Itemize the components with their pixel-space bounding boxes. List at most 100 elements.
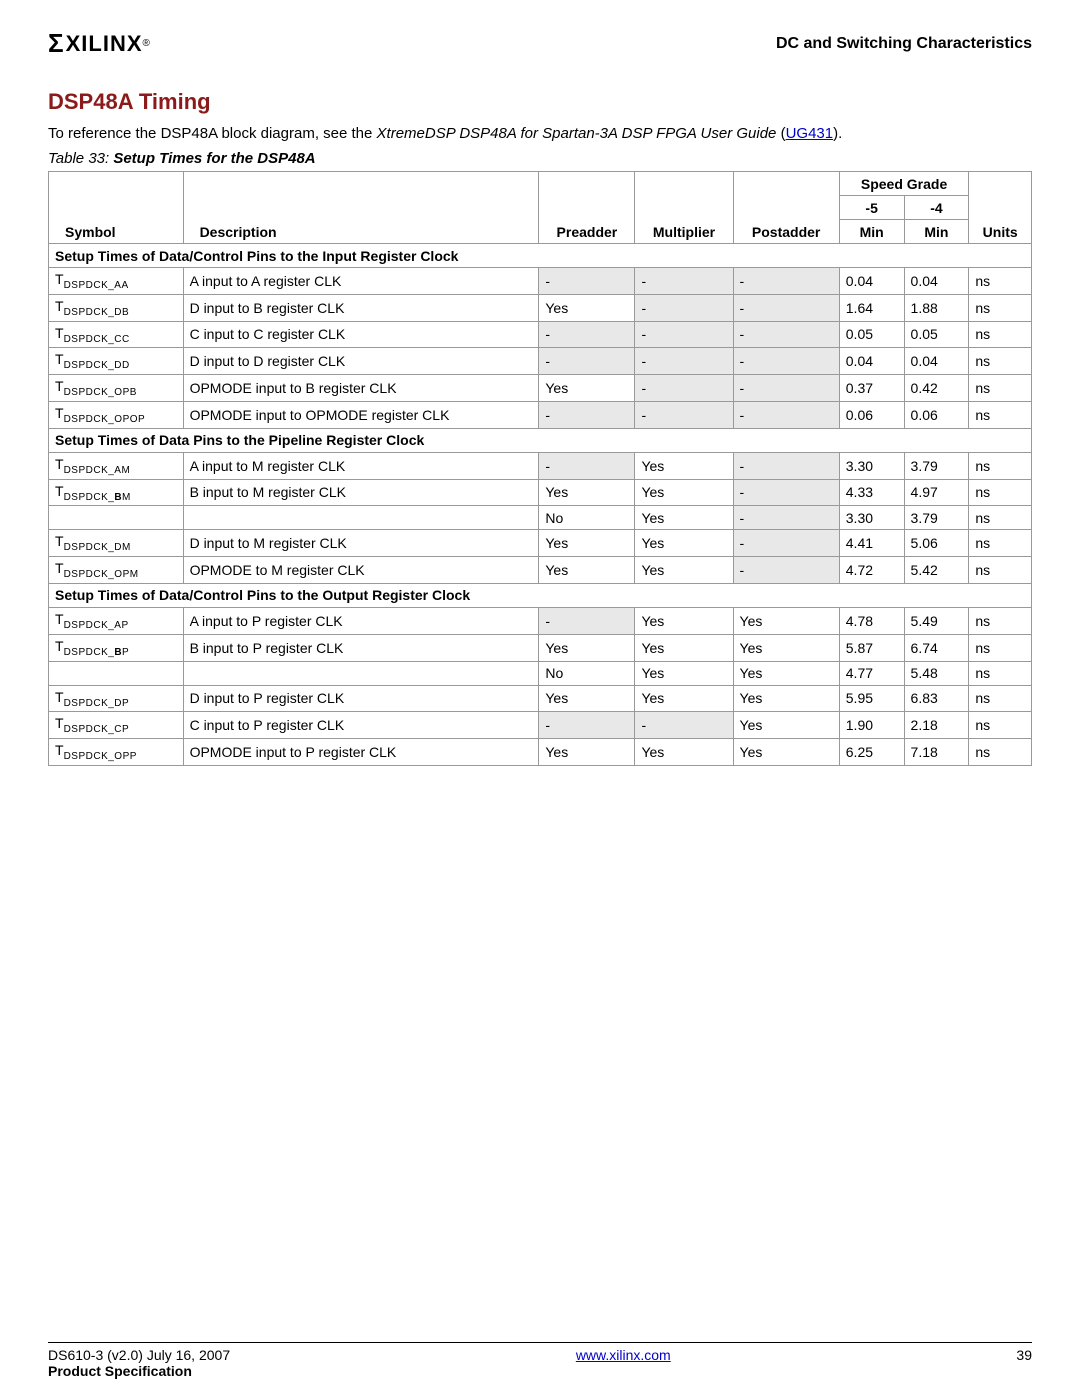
preadder-cell: No [539, 661, 635, 685]
postadder-cell: - [733, 401, 839, 428]
min5-cell: 3.30 [839, 506, 904, 530]
col-preadder: Preadder [539, 172, 635, 244]
section-row-label: Setup Times of Data/Control Pins to the … [49, 583, 1032, 607]
timing-table: Symbol Description Preadder Multiplier P… [48, 171, 1032, 766]
multiplier-cell: - [635, 348, 733, 375]
desc-cell: C input to C register CLK [183, 321, 539, 348]
min4-cell: 7.18 [904, 739, 969, 766]
multiplier-cell: Yes [635, 479, 733, 506]
col-description: Description [183, 172, 539, 244]
symbol-cell: TDSPDCK_DP [49, 685, 184, 712]
min4-cell: 5.48 [904, 661, 969, 685]
table-row: TDSPDCK_OPOPOPMODE input to OPMODE regis… [49, 401, 1032, 428]
min4-cell: 2.18 [904, 712, 969, 739]
postadder-cell: - [733, 348, 839, 375]
multiplier-cell: - [635, 401, 733, 428]
desc-cell: OPMODE input to P register CLK [183, 739, 539, 766]
multiplier-cell: Yes [635, 685, 733, 712]
desc-cell: D input to D register CLK [183, 348, 539, 375]
section-row-label: Setup Times of Data/Control Pins to the … [49, 244, 1032, 268]
table-row: TDSPDCK_CPC input to P register CLK--Yes… [49, 712, 1032, 739]
min4-cell: 0.04 [904, 348, 969, 375]
preadder-cell: Yes [539, 685, 635, 712]
footer-spec: Product Specification [48, 1363, 192, 1379]
table-row: NoYes-3.303.79ns [49, 506, 1032, 530]
symbol-cell: TDSPDCK_AP [49, 607, 184, 634]
min4-cell: 3.79 [904, 452, 969, 479]
min4-cell: 4.97 [904, 479, 969, 506]
multiplier-cell: - [635, 375, 733, 402]
postadder-cell: - [733, 321, 839, 348]
units-cell: ns [969, 452, 1032, 479]
min5-cell: 4.78 [839, 607, 904, 634]
table-row: TDSPDCK_BMB input to M register CLKYesYe… [49, 479, 1032, 506]
preadder-cell: Yes [539, 375, 635, 402]
multiplier-cell: Yes [635, 634, 733, 661]
min5-cell: 5.87 [839, 634, 904, 661]
desc-cell: D input to P register CLK [183, 685, 539, 712]
symbol-cell [49, 661, 184, 685]
desc-cell: B input to P register CLK [183, 634, 539, 661]
col-grade-4: -4 [904, 196, 969, 220]
min5-cell: 1.90 [839, 712, 904, 739]
table-row: TDSPDCK_AMA input to M register CLK-Yes-… [49, 452, 1032, 479]
desc-cell: OPMODE input to OPMODE register CLK [183, 401, 539, 428]
units-cell: ns [969, 506, 1032, 530]
units-cell: ns [969, 607, 1032, 634]
logo: Σ XILINX ® [48, 28, 150, 59]
postadder-cell: - [733, 479, 839, 506]
symbol-cell: TDSPDCK_AA [49, 268, 184, 295]
desc-cell [183, 661, 539, 685]
footer-doc-id: DS610-3 (v2.0) July 16, 2007 [48, 1347, 230, 1363]
multiplier-cell: Yes [635, 506, 733, 530]
units-cell: ns [969, 375, 1032, 402]
symbol-cell: TDSPDCK_OPB [49, 375, 184, 402]
desc-cell: D input to B register CLK [183, 294, 539, 321]
section-row: Setup Times of Data/Control Pins to the … [49, 244, 1032, 268]
desc-cell: C input to P register CLK [183, 712, 539, 739]
col-symbol: Symbol [49, 172, 184, 244]
preadder-cell: Yes [539, 557, 635, 584]
preadder-cell: Yes [539, 634, 635, 661]
col-grade-5: -5 [839, 196, 904, 220]
min5-cell: 0.06 [839, 401, 904, 428]
table-body: Setup Times of Data/Control Pins to the … [49, 244, 1032, 766]
min5-cell: 0.04 [839, 268, 904, 295]
min5-cell: 0.37 [839, 375, 904, 402]
intro-link[interactable]: UG431 [786, 125, 834, 142]
table-title: Setup Times for the DSP48A [109, 150, 315, 167]
intro-paren-open: ( [776, 125, 785, 142]
page-header: Σ XILINX ® DC and Switching Characterist… [48, 28, 1032, 59]
col-speed-grade: Speed Grade [839, 172, 969, 196]
logo-text: XILINX [66, 31, 143, 57]
units-cell: ns [969, 294, 1032, 321]
col-min-5: Min [839, 220, 904, 244]
min5-cell: 5.95 [839, 685, 904, 712]
min4-cell: 0.06 [904, 401, 969, 428]
multiplier-cell: - [635, 321, 733, 348]
symbol-cell: TDSPDCK_CP [49, 712, 184, 739]
section-row: Setup Times of Data/Control Pins to the … [49, 583, 1032, 607]
intro-guide-name: XtremeDSP DSP48A for Spartan-3A DSP FPGA… [377, 125, 777, 142]
symbol-cell: TDSPDCK_OPOP [49, 401, 184, 428]
table-row: TDSPDCK_CCC input to C register CLK---0.… [49, 321, 1032, 348]
postadder-cell: Yes [733, 712, 839, 739]
units-cell: ns [969, 739, 1032, 766]
page-footer: DS610-3 (v2.0) July 16, 2007 Product Spe… [48, 1342, 1032, 1379]
desc-cell: D input to M register CLK [183, 530, 539, 557]
min4-cell: 0.04 [904, 268, 969, 295]
header-section-title: DC and Switching Characteristics [776, 35, 1032, 53]
symbol-cell: TDSPDCK_DB [49, 294, 184, 321]
intro-paragraph: To reference the DSP48A block diagram, s… [48, 123, 1032, 144]
symbol-cell: TDSPDCK_OPM [49, 557, 184, 584]
symbol-cell [49, 506, 184, 530]
units-cell: ns [969, 348, 1032, 375]
preadder-cell: - [539, 401, 635, 428]
footer-url[interactable]: www.xilinx.com [576, 1347, 671, 1363]
multiplier-cell: Yes [635, 557, 733, 584]
preadder-cell: Yes [539, 294, 635, 321]
symbol-cell: TDSPDCK_DD [49, 348, 184, 375]
postadder-cell: Yes [733, 661, 839, 685]
min4-cell: 0.42 [904, 375, 969, 402]
footer-center: www.xilinx.com [576, 1347, 671, 1379]
